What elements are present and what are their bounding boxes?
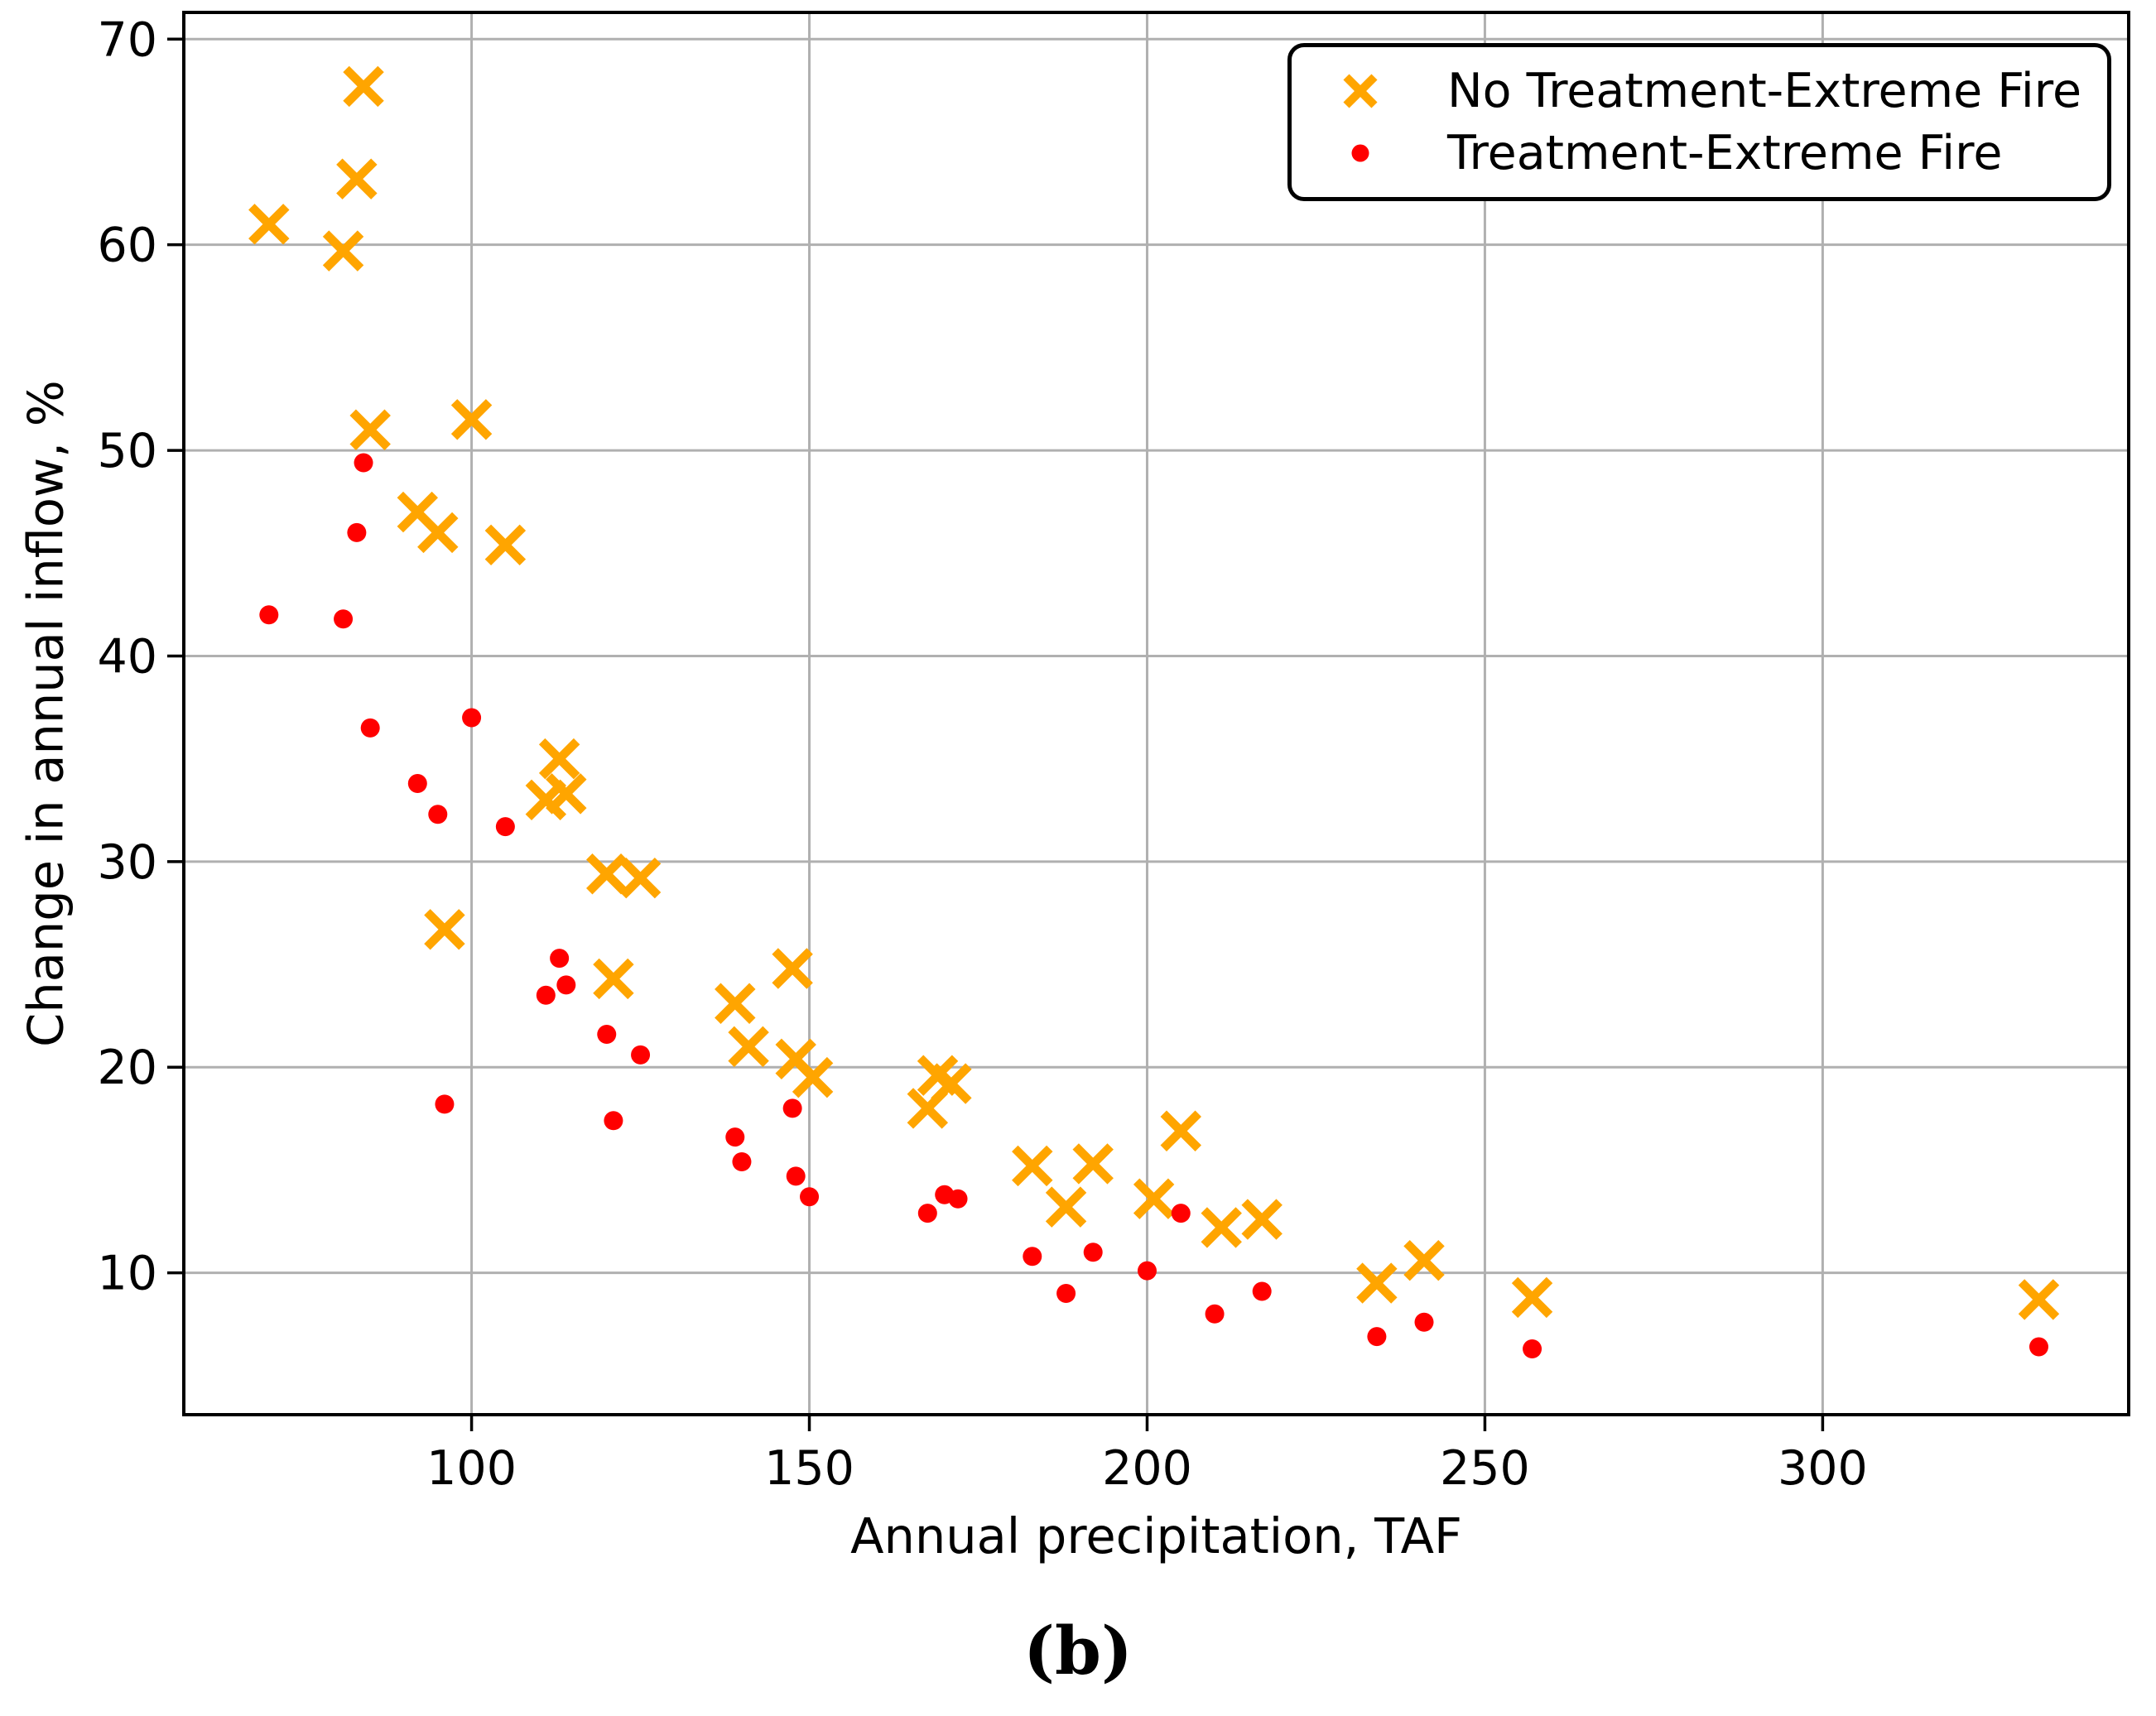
scatter-point-no-treatment xyxy=(417,512,459,554)
legend: No Treatment-Extreme Fire Treatment-Extr… xyxy=(1287,43,2111,201)
scatter-point-treatment xyxy=(725,1127,745,1147)
scatter-point-no-treatment xyxy=(586,853,628,895)
x-tick-label: 300 xyxy=(1778,1441,1868,1496)
scatter-point-treatment xyxy=(536,985,556,1005)
scatter-point-no-treatment xyxy=(1072,1143,1114,1185)
scatter-point-treatment xyxy=(495,817,515,837)
scatter-point-no-treatment xyxy=(715,983,756,1024)
scatter-point-treatment xyxy=(604,1111,623,1131)
scatter-point-treatment xyxy=(1523,1339,1542,1359)
scatter-point-treatment xyxy=(462,708,482,728)
scatter-point-treatment xyxy=(1171,1204,1191,1223)
x-tick-label: 250 xyxy=(1440,1441,1530,1496)
scatter-point-no-treatment xyxy=(450,399,493,440)
scatter-point-no-treatment xyxy=(772,948,813,989)
y-tick-label: 20 xyxy=(97,1041,157,1095)
scatter-point-treatment xyxy=(556,975,576,995)
y-tick-label: 30 xyxy=(97,835,157,890)
scatter-point-no-treatment xyxy=(775,1038,816,1080)
scatter-point-no-treatment xyxy=(397,491,439,533)
scatter-point-no-treatment xyxy=(593,958,634,1000)
scatter-point-treatment xyxy=(1137,1261,1157,1281)
scatter-point-treatment xyxy=(259,605,279,625)
scatter-point-treatment xyxy=(347,522,367,542)
scatter-point-treatment xyxy=(1056,1283,1076,1303)
scatter-point-no-treatment xyxy=(931,1063,972,1104)
scatter-point-no-treatment xyxy=(1241,1199,1283,1240)
x-marker-icon xyxy=(1343,74,1378,108)
scatter-point-treatment xyxy=(1023,1247,1042,1267)
scatter-point-treatment xyxy=(435,1094,455,1114)
y-tick-label: 50 xyxy=(97,424,157,478)
scatter-point-no-treatment xyxy=(349,409,391,450)
y-tick-label: 70 xyxy=(97,12,157,67)
scatter-point-treatment xyxy=(1205,1304,1225,1324)
scatter-point-no-treatment xyxy=(322,230,364,272)
scatter-point-treatment xyxy=(631,1045,651,1065)
scatter-point-no-treatment xyxy=(1133,1178,1175,1219)
scatter-point-treatment xyxy=(354,453,373,473)
scatter-point-treatment xyxy=(782,1098,802,1118)
x-tick-label: 150 xyxy=(764,1441,854,1496)
scatter-point-treatment xyxy=(550,949,570,969)
scatter-point-treatment xyxy=(2028,1337,2048,1357)
scatter-point-no-treatment xyxy=(1403,1239,1445,1281)
scatter-point-treatment xyxy=(1252,1281,1272,1301)
scatter-point-treatment xyxy=(597,1024,617,1044)
scatter-point-no-treatment xyxy=(619,857,662,899)
scatter-point-treatment xyxy=(1083,1243,1103,1262)
scatter-point-treatment xyxy=(407,773,427,793)
scatter-point-no-treatment xyxy=(1012,1145,1053,1187)
scatter-point-no-treatment xyxy=(1511,1276,1553,1319)
legend-label-treatment: Treatment-Extreme Fire xyxy=(1447,125,2003,180)
x-tick-label: 100 xyxy=(426,1441,517,1496)
scatter-point-treatment xyxy=(800,1187,820,1207)
scatter-point-treatment xyxy=(360,718,380,738)
scatter-point-no-treatment xyxy=(546,773,587,815)
plot-border xyxy=(182,11,2130,1416)
scatter-point-no-treatment xyxy=(1201,1207,1242,1248)
scatter-point-treatment xyxy=(732,1151,752,1171)
figure-caption: (b) xyxy=(1023,1612,1133,1690)
x-tick-label: 200 xyxy=(1102,1441,1192,1496)
scatter-point-treatment xyxy=(917,1204,937,1223)
scatter-point-no-treatment xyxy=(792,1056,834,1098)
scatter-point-treatment xyxy=(1414,1312,1434,1332)
y-tick-label: 60 xyxy=(97,219,157,273)
legend-item-treatment: Treatment-Extreme Fire xyxy=(1341,125,2107,180)
scatter-point-no-treatment xyxy=(343,65,384,108)
y-tick-label: 40 xyxy=(97,629,157,684)
legend-label-no-treatment: No Treatment-Extreme Fire xyxy=(1447,63,2082,118)
scatter-point-no-treatment xyxy=(728,1026,769,1068)
scatter-point-no-treatment xyxy=(424,909,465,950)
scatter-point-treatment xyxy=(334,609,354,629)
y-tick-label: 10 xyxy=(97,1247,157,1301)
scatter-point-no-treatment xyxy=(2018,1279,2060,1320)
scatter-point-no-treatment xyxy=(484,524,527,566)
scatter-point-treatment xyxy=(786,1166,806,1186)
scatter-point-no-treatment xyxy=(1160,1110,1201,1151)
y-axis-label: Change in annual inflow, % xyxy=(17,380,75,1047)
scatter-point-no-treatment xyxy=(1045,1186,1087,1228)
scatter-point-no-treatment xyxy=(336,158,378,199)
scatter-point-treatment xyxy=(1367,1327,1387,1347)
scatter-point-no-treatment xyxy=(248,204,290,245)
scatter-point-no-treatment xyxy=(1356,1262,1398,1304)
scatter-point-treatment xyxy=(948,1189,968,1209)
dot-marker-icon xyxy=(1351,144,1369,162)
scatter-point-no-treatment xyxy=(538,738,580,780)
legend-item-no-treatment: No Treatment-Extreme Fire xyxy=(1341,63,2107,118)
x-axis-label: Annual precipitation, TAF xyxy=(850,1507,1462,1565)
scatter-point-treatment xyxy=(428,805,448,824)
